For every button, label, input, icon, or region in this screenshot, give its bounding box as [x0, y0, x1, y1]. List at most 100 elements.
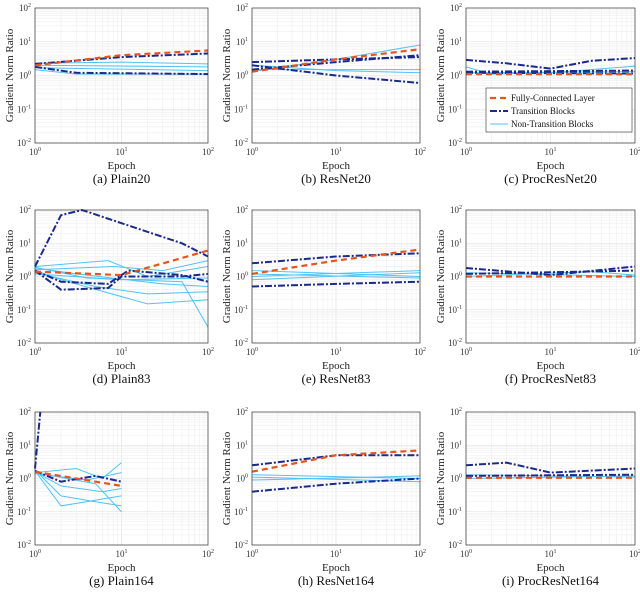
transition-line [465, 473, 636, 477]
tick-exp: 0 [28, 272, 31, 278]
tick-exp: 0 [469, 347, 472, 353]
x-tick-label: 102 [414, 347, 426, 357]
transition-line [251, 54, 421, 71]
tick-exp: -2 [457, 540, 462, 546]
non-transition-line [34, 266, 209, 328]
y-axis-label: Gradient Norm Ratio [435, 28, 447, 122]
y-tick-label: 10-1 [17, 305, 31, 315]
y-tick-label: 102 [236, 3, 248, 13]
legend-label: Fully-Connected Layer [511, 93, 595, 103]
fc-line [34, 470, 122, 487]
tick-exp: -1 [26, 507, 31, 513]
y-tick-label: 100 [236, 71, 248, 81]
tick-exp: 2 [28, 205, 31, 211]
axes-box [34, 411, 209, 546]
tick-exp: 1 [125, 347, 128, 353]
non-transition-line [34, 67, 209, 72]
tick-exp: 1 [554, 347, 557, 353]
x-tick-label: 100 [246, 347, 258, 357]
transition-line [251, 280, 421, 288]
transition-line [465, 269, 636, 275]
y-tick-label: 102 [450, 407, 462, 417]
x-tick-label: 102 [629, 549, 640, 559]
y-tick-label: 100 [19, 474, 31, 484]
x-axis-label: Epoch [107, 360, 136, 372]
y-tick-label: 101 [19, 440, 31, 450]
tick-exp: 1 [339, 347, 342, 353]
tick-exp: 2 [638, 347, 640, 353]
y-axis-label: Gradient Norm Ratio [4, 229, 16, 323]
y-tick-label: 10-2 [448, 540, 462, 550]
y-tick-label: 101 [236, 238, 248, 248]
y-tick-label: 100 [19, 71, 31, 81]
y-tick-label: 102 [19, 407, 31, 417]
tick-exp: 2 [211, 549, 214, 555]
tick-exp: 2 [245, 407, 248, 413]
tick-exp: 2 [638, 549, 640, 555]
legend-box [485, 87, 633, 133]
x-tick-label: 100 [460, 147, 472, 157]
legend-label: Non-Transition Blocks [511, 119, 594, 129]
fc-line [34, 49, 209, 67]
axes-box [465, 411, 636, 546]
tick-exp: -2 [26, 540, 31, 546]
axes-box [251, 411, 421, 546]
axes-box [251, 7, 421, 144]
tick-exp: 2 [28, 3, 31, 9]
tick-exp: 0 [245, 71, 248, 77]
subplot: 100 101 10210-210-1100101102EpochGradient … [435, 407, 640, 588]
transition-line [465, 265, 636, 277]
x-tick-label: 100 [246, 549, 258, 559]
subplot: 100 101 10210-210-1100101102EpochGradient … [221, 205, 426, 386]
subplot-caption: (d) Plain83 [92, 371, 150, 386]
tick-exp: 0 [38, 147, 41, 153]
y-tick-label: 10-1 [234, 104, 248, 114]
subplot: 100 101 10210-210-1100101102EpochGradient … [435, 3, 640, 186]
axes-box [465, 209, 636, 344]
x-axis-label: Epoch [536, 360, 565, 372]
y-tick-label: 100 [450, 71, 462, 81]
non-transition-line [34, 260, 209, 272]
y-axis-label: Gradient Norm Ratio [221, 431, 233, 525]
y-tick-label: 101 [450, 238, 462, 248]
y-tick-label: 10-2 [234, 138, 248, 148]
tick-exp: 1 [245, 37, 248, 43]
subplot: 100 101 10210-210-1100101102EpochGradient … [4, 205, 214, 386]
tick-exp: 2 [638, 147, 640, 153]
tick-exp: 2 [28, 407, 31, 413]
x-tick-label: 101 [116, 147, 128, 157]
y-tick-label: 10-2 [234, 540, 248, 550]
tick-exp: 2 [459, 3, 462, 9]
tick-exp: -2 [243, 138, 248, 144]
tick-exp: 2 [459, 205, 462, 211]
tick-exp: -2 [243, 338, 248, 344]
fc-line [251, 248, 421, 275]
x-tick-label: 100 [29, 549, 41, 559]
tick-exp: 0 [469, 147, 472, 153]
transition-line [251, 477, 421, 493]
transition-line [34, 65, 209, 76]
non-transition-line [34, 260, 209, 278]
y-tick-label: 101 [450, 37, 462, 47]
y-tick-label: 10-1 [234, 507, 248, 517]
x-axis-label: Epoch [107, 160, 136, 172]
tick-exp: 1 [339, 147, 342, 153]
y-axis-label: Gradient Norm Ratio [435, 431, 447, 525]
non-transition-line [34, 61, 209, 65]
x-tick-label: 100 [246, 147, 258, 157]
transition-line [251, 64, 421, 84]
y-tick-label: 10-1 [448, 104, 462, 114]
tick-exp: -1 [243, 507, 248, 513]
non-transition-line [34, 462, 122, 480]
y-tick-label: 10-2 [234, 338, 248, 348]
y-tick-label: 100 [236, 272, 248, 282]
fc-line [251, 48, 421, 73]
tick-exp: 2 [423, 549, 426, 555]
y-tick-label: 101 [450, 440, 462, 450]
axes-box [251, 209, 421, 344]
x-tick-label: 102 [414, 147, 426, 157]
y-tick-label: 10-2 [17, 338, 31, 348]
non-transition-line [251, 273, 421, 279]
x-tick-label: 101 [116, 549, 128, 559]
